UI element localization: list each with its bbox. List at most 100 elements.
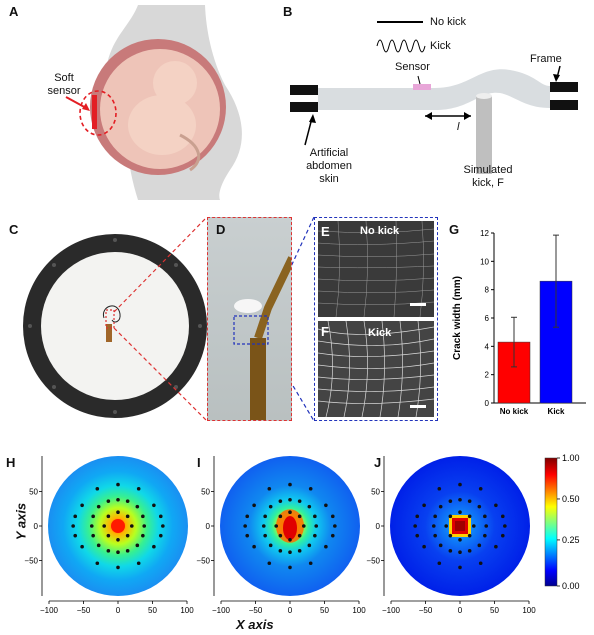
- sensor-node: [288, 550, 292, 555]
- sensor-node: [125, 549, 130, 553]
- sensor-node: [330, 533, 335, 538]
- sensor-node: [116, 550, 120, 555]
- sensor-node: [274, 524, 279, 528]
- sensor-node: [267, 486, 272, 491]
- sensor-node: [261, 524, 266, 528]
- colorbar-tick-label: 1.00: [562, 453, 580, 463]
- sensor-node: [333, 524, 337, 528]
- y-tick-label: 0: [34, 522, 39, 531]
- sensor-node: [478, 486, 483, 491]
- sensor-node: [278, 533, 283, 538]
- x-tick-label: −50: [249, 606, 263, 615]
- sensor-node: [152, 503, 156, 508]
- sensor-node: [483, 514, 487, 519]
- x-tick-label: −100: [40, 606, 59, 615]
- sensor-node: [467, 549, 472, 553]
- colorbar-tick-label: 0.50: [562, 494, 580, 504]
- y-tick-label: 50: [371, 488, 380, 497]
- kick-setup-diagram: [290, 21, 578, 174]
- sensor-node: [135, 504, 140, 509]
- sensor-node: [494, 544, 498, 549]
- y-tick-label: 12: [480, 229, 489, 238]
- legend-no-kick: No kick: [430, 16, 467, 28]
- sensor-node: [80, 503, 84, 508]
- x-tick-label: 100: [522, 606, 536, 615]
- y-tick-label: 50: [29, 488, 38, 497]
- sensor-node: [116, 482, 120, 487]
- sensor-node: [106, 499, 111, 503]
- sensor-node: [313, 514, 317, 519]
- x-tick-label: 100: [352, 606, 366, 615]
- sensor-node: [297, 533, 302, 538]
- sensor-node: [448, 499, 453, 503]
- sensor-node: [313, 533, 317, 538]
- sensor-node: [458, 497, 462, 502]
- sensor-node: [130, 524, 134, 528]
- panel-f-title: Kick: [368, 327, 392, 339]
- sensor-node: [477, 543, 482, 548]
- heatmap-peak: [111, 519, 125, 533]
- x-tick-label: −100: [212, 606, 231, 615]
- sensor-node: [116, 497, 120, 502]
- crack-width-bar-chart: 0 2 4 6 8 10 12 Crack width (mm) No kick Kick: [452, 229, 586, 416]
- sensor-node: [141, 533, 145, 538]
- sensor-node: [448, 514, 453, 519]
- sensor-node: [158, 514, 163, 519]
- sensor-node: [116, 538, 120, 542]
- sensor-node: [458, 550, 462, 555]
- sensor-node: [422, 503, 426, 508]
- sensor-node: [297, 514, 302, 519]
- sensor-node: [125, 533, 130, 538]
- colorbar-tick-label: 0.25: [562, 535, 580, 545]
- sensor-node: [96, 504, 101, 509]
- skin-label: Artificial abdomen skin: [306, 147, 352, 185]
- sensor-node: [136, 561, 141, 566]
- panel-e-photo: [318, 221, 434, 317]
- sensor-node: [477, 504, 482, 509]
- sensor-node: [71, 524, 75, 528]
- y-tick-label: 50: [201, 488, 210, 497]
- sensor-node: [73, 514, 78, 519]
- sensor-node: [415, 533, 420, 538]
- heatmap-panel-j: −100 −50 0 50 100 50 0 −50: [366, 456, 536, 615]
- sensor-node: [458, 565, 462, 570]
- distance-label: l: [457, 121, 460, 133]
- sensor-node: [458, 510, 462, 514]
- sensor-node: [268, 504, 273, 509]
- heatmap-core: [455, 521, 465, 531]
- sensor-node: [437, 561, 442, 566]
- sensor-node: [324, 503, 328, 508]
- x-tick-label: 50: [320, 606, 329, 615]
- y-tick-label: 2: [485, 371, 490, 380]
- y-tick-label: 8: [485, 286, 490, 295]
- sensor-node: [438, 504, 443, 509]
- sensor-node: [91, 533, 95, 538]
- sensor-node: [478, 561, 483, 566]
- sensor-node: [458, 538, 462, 542]
- sensor-node: [467, 533, 472, 538]
- sensor-node: [89, 524, 94, 528]
- legend-kick: Kick: [430, 40, 451, 52]
- sensor-node: [314, 524, 319, 528]
- panel-label-a: A: [9, 4, 19, 19]
- sensor-node: [444, 524, 449, 528]
- sensor-node: [152, 544, 156, 549]
- sensor-node: [268, 543, 273, 548]
- sensor-node: [472, 524, 476, 528]
- x-tick-label: 50: [148, 606, 157, 615]
- y-tick-label: −50: [196, 557, 210, 566]
- sensor-node: [324, 544, 328, 549]
- x-tick-label: 100: [180, 606, 194, 615]
- sensor-node: [458, 482, 462, 487]
- sensor-label: Sensor: [395, 61, 430, 73]
- sensor-node: [484, 524, 489, 528]
- sensor-node: [252, 544, 256, 549]
- sensor-node: [243, 524, 247, 528]
- sensor-node: [91, 514, 95, 519]
- colorbar-tick-label: 0.00: [562, 581, 580, 591]
- pregnancy-illustration: [65, 5, 242, 200]
- sensor-node: [136, 486, 141, 491]
- sensor-node: [438, 543, 443, 548]
- sensor-node: [263, 533, 267, 538]
